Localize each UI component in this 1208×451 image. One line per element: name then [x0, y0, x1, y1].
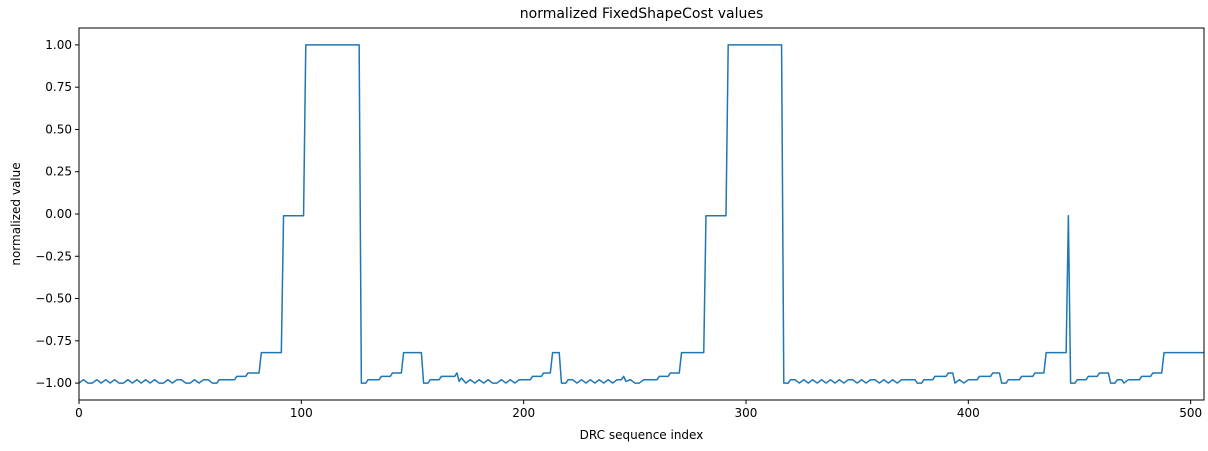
x-axis-ticks: 0 100 200 300 400 500 — [75, 400, 1202, 420]
series-line — [79, 44, 1204, 384]
y-tick-label: 1.00 — [45, 38, 72, 52]
y-tick-label: −1.00 — [35, 376, 72, 390]
y-tick-label: 0.25 — [45, 165, 72, 179]
y-tick-label: 0.00 — [45, 207, 72, 221]
y-axis-ticks: 1.00 0.75 0.50 0.25 0.00 −0.25 −0.50 −0.75 −1.00 — [35, 38, 79, 390]
x-tick-label: 100 — [290, 406, 313, 420]
x-axis-label: DRC sequence index — [580, 428, 704, 442]
chart-title: normalized FixedShapeCost values — [520, 6, 763, 22]
y-tick-label: −0.50 — [35, 292, 72, 306]
x-tick-label: 400 — [957, 406, 980, 420]
x-tick-label: 300 — [735, 406, 758, 420]
y-axis-label: normalized value — [9, 162, 23, 265]
plot-frame — [78, 27, 1205, 401]
x-tick-label: 500 — [1179, 406, 1202, 420]
y-tick-label: −0.25 — [35, 249, 72, 263]
series-layer — [79, 44, 1204, 384]
y-tick-label: 0.75 — [45, 80, 72, 94]
y-tick-label: −0.75 — [35, 334, 72, 348]
y-tick-label: 0.50 — [45, 122, 72, 136]
x-tick-label: 200 — [512, 406, 535, 420]
plot-area — [78, 27, 1205, 401]
x-tick-label: 0 — [75, 406, 83, 420]
